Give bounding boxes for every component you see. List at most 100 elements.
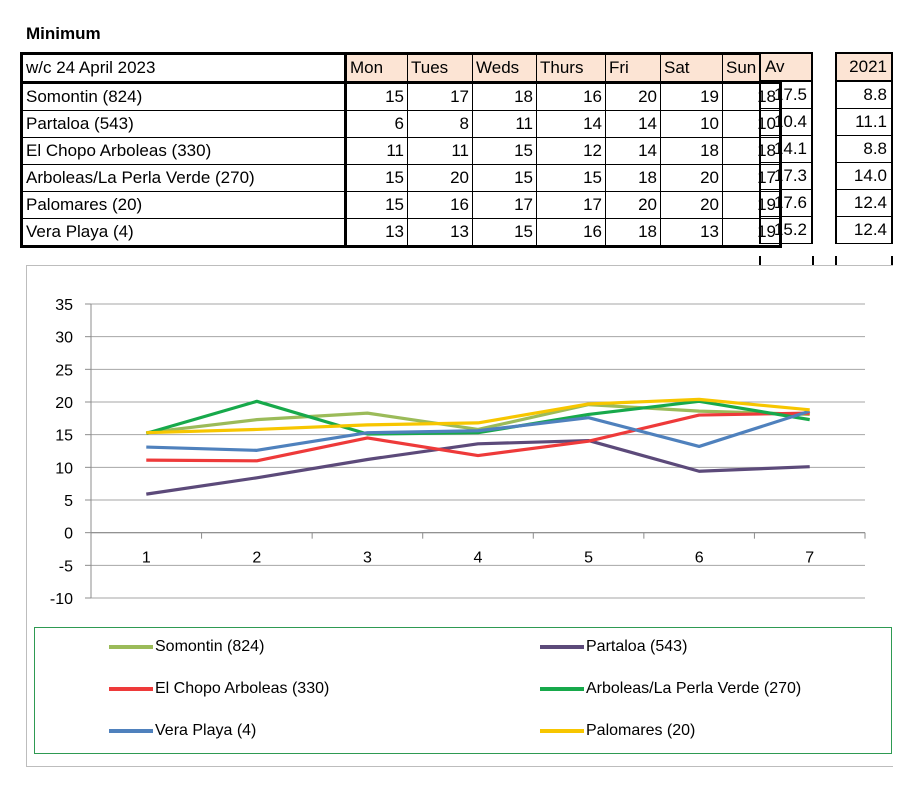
av-row: 10.4 — [759, 108, 813, 136]
temperature-cell: 15 — [472, 164, 537, 192]
year-row: 8.8 — [835, 135, 893, 163]
temperature-cell: 15 — [345, 164, 408, 192]
year-row: 8.8 — [835, 81, 893, 109]
legend-label: El Chopo Arboleas (330) — [155, 680, 330, 697]
temperature-cell: 20 — [660, 191, 723, 219]
av-row: 17.6 — [759, 189, 813, 217]
year-header: 2021 — [835, 53, 893, 82]
temperature-cell: 18 — [605, 164, 661, 192]
y-tick-label: -10 — [50, 591, 73, 608]
temperature-cell: 16 — [536, 218, 606, 247]
y-tick-label: 35 — [55, 297, 73, 314]
y-tick-label: 5 — [64, 493, 73, 510]
av-column-edge — [812, 256, 814, 266]
day-header: Tues — [407, 53, 473, 84]
av-row: 17.5 — [759, 81, 813, 109]
y-tick-label: 30 — [55, 330, 73, 347]
average-cell: 15.2 — [759, 216, 813, 244]
legend-label: Arboleas/La Perla Verde (270) — [586, 680, 802, 697]
temperature-cell: 17 — [536, 191, 606, 219]
temperature-cell: 13 — [407, 218, 473, 247]
temperature-cell: 15 — [345, 191, 408, 219]
station-name: Vera Playa (4) — [21, 218, 347, 247]
y-tick-label: 20 — [55, 395, 73, 412]
table-row: Partaloa (543) 6 8 11 14 14 10 10 — [21, 110, 781, 138]
av-row: 14.1 — [759, 135, 813, 163]
legend-swatch — [109, 729, 153, 733]
legend-swatch — [109, 645, 153, 649]
temperature-cell: 18 — [472, 82, 537, 111]
station-name: Somontin (824) — [21, 82, 347, 111]
temperature-cell: 15 — [536, 164, 606, 192]
series-line — [146, 411, 810, 463]
x-tick-label: 7 — [805, 550, 814, 567]
temperature-cell: 15 — [472, 218, 537, 247]
table-row: El Chopo Arboleas (330) 11 11 15 12 14 18 18 — [21, 137, 781, 165]
temperature-cell: 17 — [407, 82, 473, 111]
year-2021-cell: 8.8 — [835, 81, 893, 109]
y-tick-label: 10 — [55, 460, 73, 477]
legend-label: Palomares (20) — [586, 722, 696, 739]
x-tick-label: 2 — [252, 550, 261, 567]
day-header: Sat — [660, 53, 723, 84]
day-header: Thurs — [536, 53, 606, 84]
legend-item: Vera Playa (4) — [109, 722, 256, 740]
series-line — [146, 409, 811, 452]
average-cell: 10.4 — [759, 108, 813, 136]
average-cell: 17.5 — [759, 81, 813, 109]
x-tick-label: 5 — [584, 550, 593, 567]
temperature-cell: 18 — [660, 137, 723, 165]
legend-label: Vera Playa (4) — [155, 722, 257, 739]
x-tick-label: 4 — [474, 550, 483, 567]
legend-item: Palomares (20) — [540, 722, 695, 740]
year-2021-cell: 11.1 — [835, 108, 893, 136]
station-name: Partaloa (543) — [21, 110, 347, 138]
table-row: Palomares (20) 15 16 17 17 20 20 19 — [21, 191, 781, 219]
series-line — [145, 399, 810, 436]
year-row: 11.1 — [835, 108, 893, 136]
temperature-cell: 11 — [345, 137, 408, 165]
average-cell: 17.6 — [759, 189, 813, 217]
legend-item: Partaloa (543) — [540, 638, 687, 656]
av-row: 15.2 — [759, 216, 813, 244]
y-tick-label: 25 — [55, 362, 73, 379]
year-row: 14.0 — [835, 162, 893, 190]
station-name: Palomares (20) — [21, 191, 347, 219]
year-column-edge — [835, 256, 837, 266]
legend-item: Arboleas/La Perla Verde (270) — [540, 680, 801, 698]
temperature-cell: 16 — [407, 191, 473, 219]
temperature-cell: 18 — [605, 218, 661, 247]
week-label: w/c 24 April 2023 — [21, 53, 347, 84]
year-2021-column: 2021 8.8 11.1 8.8 14.0 12.4 12.4 — [835, 52, 893, 244]
temperature-cell: 15 — [345, 82, 408, 111]
series-line — [146, 397, 810, 435]
legend-swatch — [540, 729, 584, 733]
legend-item: El Chopo Arboleas (330) — [109, 680, 329, 698]
x-tick-label: 1 — [142, 550, 151, 567]
table-row: Arboleas/La Perla Verde (270) 15 20 15 15 18 2… — [21, 164, 781, 192]
table-header-row: w/c 24 April 2023 Mon Tues Weds Thurs Fri Sat S… — [21, 53, 781, 84]
average-cell: 14.1 — [759, 135, 813, 163]
year-header-row: 2021 — [835, 53, 893, 82]
year-row: 12.4 — [835, 216, 893, 244]
day-header: Fri — [605, 53, 661, 84]
legend-item: Somontin (824) — [109, 638, 264, 656]
legend-swatch — [540, 687, 584, 691]
year-2021-cell: 12.4 — [835, 216, 893, 244]
y-tick-label: 15 — [55, 428, 73, 445]
x-tick-label: 3 — [363, 550, 372, 567]
year-2021-cell: 8.8 — [835, 135, 893, 163]
chart-frame — [26, 265, 893, 767]
series-line — [146, 438, 810, 496]
table-row: Vera Playa (4) 13 13 15 16 18 13 19 — [21, 218, 781, 247]
average-column: Av 17.5 10.4 14.1 17.3 17.6 15.2 — [759, 52, 813, 244]
year-column-edge — [891, 256, 893, 266]
av-header-row: Av — [759, 53, 813, 82]
legend-swatch — [109, 687, 153, 691]
temperature-cell: 11 — [472, 110, 537, 138]
average-cell: 17.3 — [759, 162, 813, 190]
legend-swatch — [540, 645, 584, 649]
year-2021-cell: 14.0 — [835, 162, 893, 190]
table-title: Minimum — [26, 24, 101, 43]
